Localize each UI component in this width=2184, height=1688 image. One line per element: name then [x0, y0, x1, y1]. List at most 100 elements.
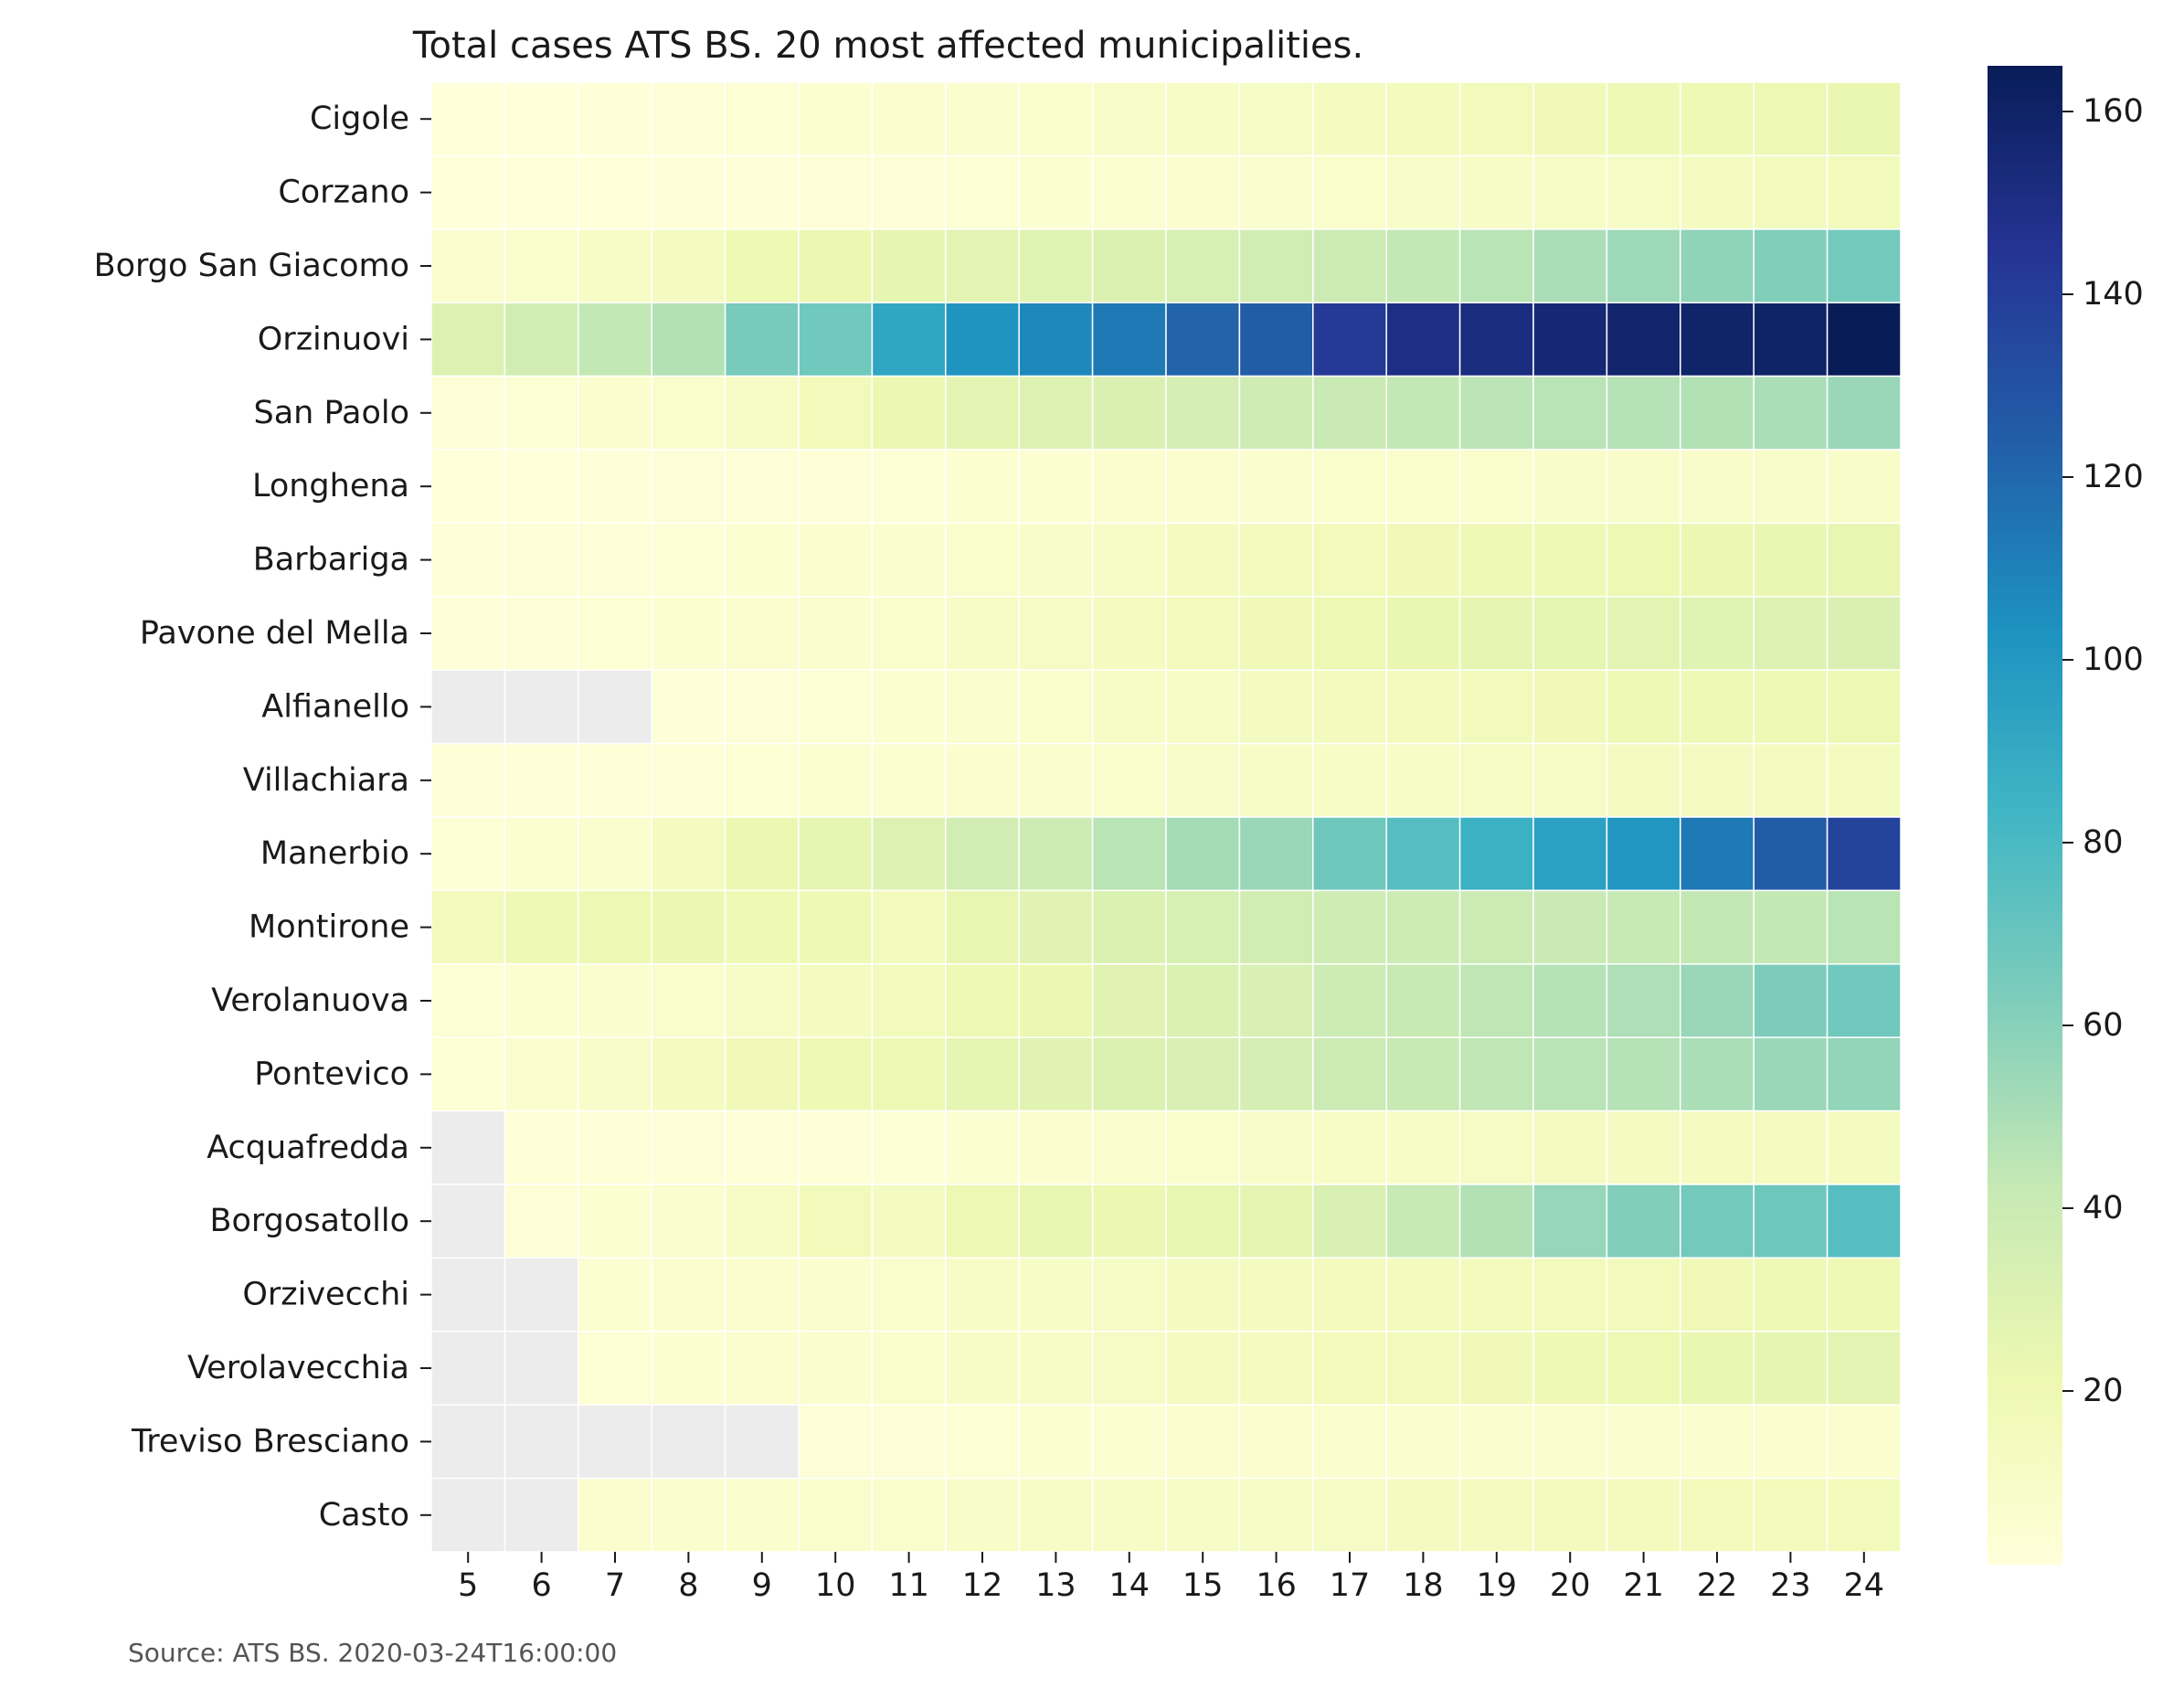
- heatmap-cell: [1091, 963, 1167, 1038]
- heatmap-cell: [651, 1109, 726, 1185]
- heatmap-cell: [1532, 963, 1608, 1038]
- heatmap-cell: [1312, 375, 1387, 451]
- heatmap-cell: [724, 816, 800, 892]
- column-labels: 5 6 7 8 9 10 11 12 13 14 15 16 17 18 19 20 21 22 23 24: [458, 1552, 1884, 1604]
- heatmap-cell: [430, 1184, 506, 1259]
- heatmap-cell: [724, 228, 800, 303]
- heatmap-cell: [1312, 889, 1387, 965]
- row-labels: Cigole Corzano Borgo San Giacomo Orzinuovi S…: [94, 101, 431, 1534]
- heatmap-cell: [798, 302, 874, 377]
- heatmap-cell: [1606, 154, 1681, 230]
- heatmap-cell: [798, 1036, 874, 1112]
- heatmap-cell: [651, 1331, 726, 1406]
- heatmap-cell: [1165, 669, 1241, 745]
- heatmap-cell: [945, 449, 1020, 525]
- heatmap-cell: [945, 1184, 1020, 1259]
- heatmap-cell: [651, 596, 726, 671]
- heatmap-cell: [651, 963, 726, 1038]
- heatmap-cell: [504, 81, 579, 157]
- heatmap-cell: [1458, 816, 1534, 892]
- heatmap-cell: [1385, 1477, 1461, 1553]
- heatmap-cell: [430, 522, 506, 598]
- heatmap-cell: [1458, 1404, 1534, 1480]
- heatmap-cell: [1018, 596, 1094, 671]
- heatmap-cell: [578, 1109, 652, 1185]
- heatmap-cell: [1753, 1036, 1829, 1112]
- y-tick-label: Pavone del Mella: [140, 615, 409, 652]
- heatmap-cell: [798, 1184, 874, 1259]
- heatmap-cell: [724, 1477, 800, 1553]
- heatmap-cell: [504, 302, 579, 377]
- heatmap-cell: [504, 742, 579, 818]
- heatmap-cell: [724, 449, 800, 525]
- heatmap-cell: [724, 1331, 800, 1406]
- colorbar-tick-label: 20: [2083, 1373, 2124, 1409]
- colorbar-tick-label: 120: [2083, 459, 2144, 495]
- heatmap-cells: [430, 81, 1902, 1553]
- heatmap-cell: [724, 522, 800, 598]
- heatmap-cell: [1385, 1036, 1461, 1112]
- y-tick-label: Borgo San Giacomo: [94, 248, 409, 284]
- heatmap-cell: [1238, 1404, 1314, 1480]
- heatmap-cell: [1018, 302, 1094, 377]
- heatmap-cell: [871, 1331, 947, 1406]
- heatmap-cell: [430, 375, 506, 451]
- heatmap-cell: [1018, 1331, 1094, 1406]
- heatmap-cell: [1680, 1331, 1755, 1406]
- heatmap-cell: [1165, 816, 1241, 892]
- heatmap-cell: [430, 742, 506, 818]
- heatmap-cell: [1532, 1036, 1608, 1112]
- x-tick-label: 8: [678, 1567, 698, 1604]
- heatmap-cell: [1753, 522, 1829, 598]
- heatmap-cell: [1312, 228, 1387, 303]
- heatmap-cell: [430, 669, 506, 745]
- heatmap-cell: [1753, 596, 1829, 671]
- heatmap-cell: [1312, 1184, 1387, 1259]
- y-tick-label: Barbariga: [253, 542, 409, 579]
- x-tick-label: 19: [1477, 1567, 1518, 1604]
- heatmap-cell: [430, 1477, 506, 1553]
- heatmap-cell: [1165, 1184, 1241, 1259]
- heatmap-cell: [871, 1036, 947, 1112]
- heatmap-cell: [871, 375, 947, 451]
- heatmap-cell: [1753, 816, 1829, 892]
- x-tick-label: 17: [1330, 1567, 1371, 1604]
- heatmap-cell: [1680, 81, 1755, 157]
- heatmap-cell: [1826, 1036, 1902, 1112]
- heatmap-cell: [1165, 228, 1241, 303]
- heatmap-cell: [578, 963, 652, 1038]
- x-tick-label: 7: [605, 1567, 625, 1604]
- heatmap-cell: [871, 1109, 947, 1185]
- heatmap-cell: [1606, 1036, 1681, 1112]
- heatmap-cell: [1826, 1184, 1902, 1259]
- heatmap-cell: [504, 1477, 579, 1553]
- heatmap-cell: [1680, 228, 1755, 303]
- heatmap-cell: [1018, 1404, 1094, 1480]
- heatmap-cell: [1458, 669, 1534, 745]
- heatmap-cell: [578, 742, 652, 818]
- heatmap-cell: [1091, 375, 1167, 451]
- heatmap-cell: [798, 816, 874, 892]
- heatmap-cell: [1018, 154, 1094, 230]
- heatmap-cell: [1238, 1331, 1314, 1406]
- heatmap-cell: [504, 522, 579, 598]
- heatmap-cell: [945, 1036, 1020, 1112]
- heatmap-cell: [1458, 1184, 1534, 1259]
- x-tick-label: 24: [1844, 1567, 1885, 1604]
- heatmap-cell: [871, 81, 947, 157]
- heatmap-cell: [1385, 1331, 1461, 1406]
- x-tick-label: 20: [1550, 1567, 1591, 1604]
- heatmap-cell: [430, 154, 506, 230]
- heatmap-cell: [1606, 816, 1681, 892]
- heatmap-cell: [578, 154, 652, 230]
- heatmap-cell: [1018, 669, 1094, 745]
- heatmap-cell: [430, 1257, 506, 1332]
- heatmap-cell: [945, 154, 1020, 230]
- heatmap-cell: [1826, 963, 1902, 1038]
- heatmap-cell: [871, 522, 947, 598]
- heatmap-cell: [1238, 302, 1314, 377]
- heatmap-cell: [945, 889, 1020, 965]
- heatmap-cell: [1312, 963, 1387, 1038]
- heatmap-cell: [578, 375, 652, 451]
- heatmap-cell: [1680, 596, 1755, 671]
